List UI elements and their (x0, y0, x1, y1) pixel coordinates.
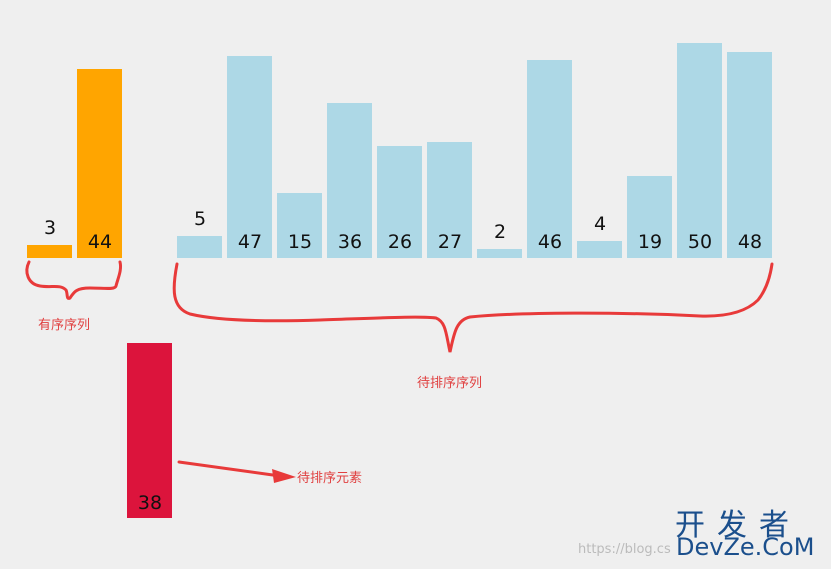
unsorted-bar (627, 176, 672, 258)
sorted-value: 44 (87, 231, 113, 253)
key-arrow (177, 460, 282, 478)
unsorted-bar (177, 236, 222, 258)
unsorted-value: 46 (537, 231, 563, 253)
unsorted-bar (577, 241, 622, 258)
key-element-bar (127, 343, 172, 518)
unsorted-bar (527, 60, 572, 258)
unsorted-value: 50 (687, 231, 713, 253)
unsorted-value: 4 (593, 213, 607, 235)
unsorted-value: 15 (287, 231, 313, 253)
sorted-sequence-label: 有序序列 (38, 318, 91, 333)
unsorted-value: 19 (637, 231, 663, 253)
watermark-logo-cn: 开发者 (675, 508, 801, 543)
unsorted-bar (677, 43, 722, 258)
key-element-value: 38 (137, 492, 163, 514)
sorted-value: 3 (43, 217, 57, 239)
unsorted-bar (327, 103, 372, 258)
unsorted-value: 36 (337, 231, 363, 253)
unsorted-bar (727, 52, 772, 258)
unsorted-value: 5 (193, 208, 207, 230)
sorted-bar (27, 245, 72, 258)
unsorted-bar (377, 146, 422, 258)
unsorted-bar (427, 142, 472, 258)
unsorted-sequence-label: 待排序序列 (417, 376, 483, 391)
unsorted-bar (227, 56, 272, 258)
unsorted-value: 26 (387, 231, 413, 253)
sorted-brace (25, 260, 122, 300)
sorted-bar (77, 69, 122, 258)
unsorted-bar (277, 193, 322, 258)
unsorted-brace (172, 262, 774, 353)
unsorted-bar (477, 249, 522, 258)
unsorted-value: 27 (437, 231, 463, 253)
watermark-url: https://blog.cs (578, 542, 671, 557)
unsorted-value: 2 (493, 221, 507, 243)
watermark-logo-en: DevZe.CoM (676, 533, 815, 561)
unsorted-value: 48 (737, 231, 763, 253)
unsorted-value: 47 (237, 231, 263, 253)
arrow-head-icon (272, 469, 296, 483)
key-element-label: 待排序元素 (297, 471, 363, 486)
